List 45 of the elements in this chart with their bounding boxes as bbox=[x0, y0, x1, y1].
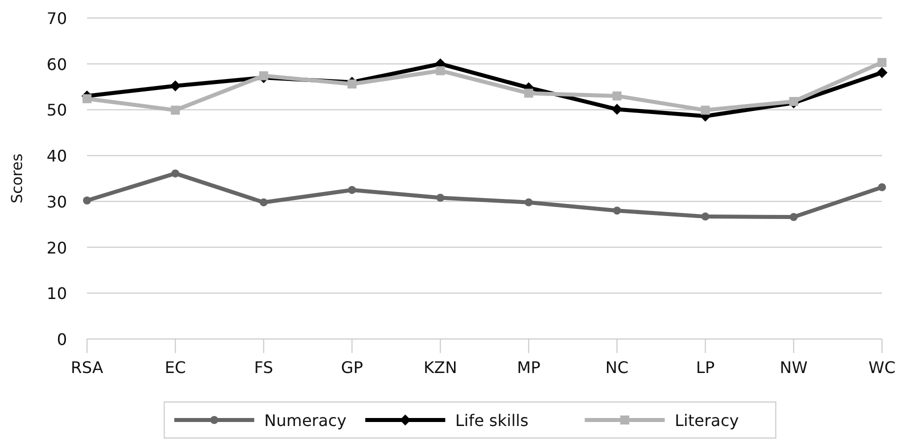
y-tick-label: 0 bbox=[56, 330, 67, 349]
x-tick-label: LP bbox=[696, 358, 715, 377]
point bbox=[613, 206, 621, 215]
x-tick-label: EC bbox=[164, 358, 186, 377]
point bbox=[436, 194, 444, 202]
x-tick-label: GP bbox=[340, 358, 364, 377]
y-tick-label: 30 bbox=[46, 192, 67, 212]
point bbox=[170, 80, 181, 92]
y-axis-title: Scores bbox=[8, 153, 26, 204]
x-tick-label: KZN bbox=[424, 358, 458, 377]
point bbox=[876, 67, 888, 78]
x-tick-label: WC bbox=[868, 358, 896, 377]
point bbox=[612, 91, 622, 100]
point bbox=[612, 104, 622, 115]
point bbox=[878, 58, 886, 67]
x-tick-label: NC bbox=[605, 358, 629, 377]
legend-label: Numeracy bbox=[264, 411, 346, 430]
point bbox=[260, 198, 268, 206]
point bbox=[700, 106, 710, 115]
point bbox=[524, 198, 533, 206]
y-tick-label: 10 bbox=[46, 284, 67, 304]
x-tick-label: RSA bbox=[70, 358, 104, 377]
point bbox=[83, 196, 91, 205]
point bbox=[259, 71, 268, 80]
x-tick-label: NW bbox=[780, 358, 808, 377]
point bbox=[790, 213, 798, 222]
y-tick-label: 50 bbox=[46, 100, 67, 120]
y-tick-label: 20 bbox=[46, 238, 67, 258]
point bbox=[170, 106, 180, 115]
point bbox=[524, 88, 534, 98]
point bbox=[348, 186, 356, 194]
point bbox=[82, 94, 92, 104]
legend-label: Literacy bbox=[674, 411, 739, 430]
x-tick-label: MP bbox=[516, 358, 541, 377]
y-tick-label: 40 bbox=[46, 146, 67, 166]
point bbox=[436, 66, 445, 76]
point bbox=[171, 169, 180, 178]
legend-label: Life skills bbox=[455, 411, 528, 430]
y-tick-label: 70 bbox=[46, 9, 67, 28]
point bbox=[701, 212, 710, 221]
point bbox=[878, 183, 886, 192]
x-tick-label: FS bbox=[254, 358, 274, 377]
point bbox=[789, 96, 798, 106]
point bbox=[348, 80, 356, 89]
y-tick-label: 60 bbox=[46, 54, 67, 74]
